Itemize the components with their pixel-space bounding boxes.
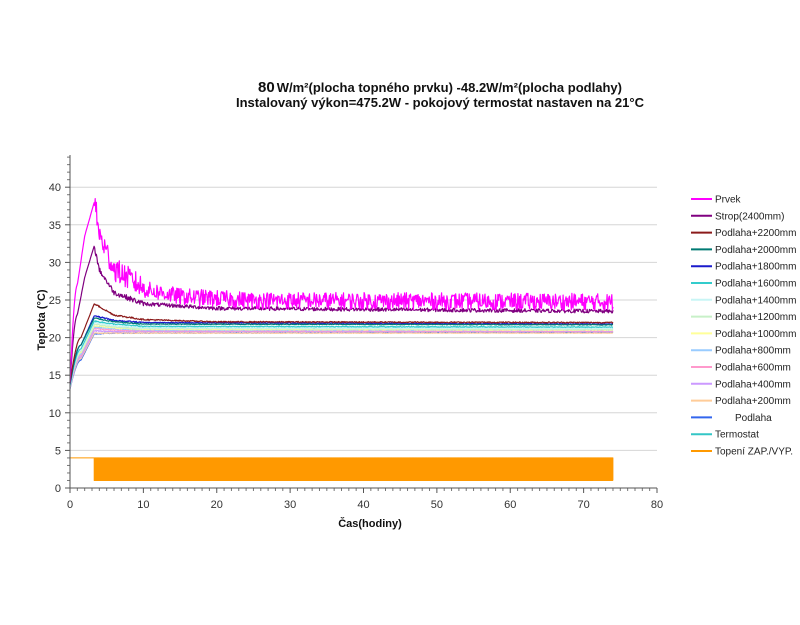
series-line-podlaha-2000mm bbox=[69, 317, 614, 383]
y-tick-label: 20 bbox=[49, 333, 61, 345]
y-axis-title: Teplota (°C) bbox=[36, 289, 48, 350]
y-tick-label: 15 bbox=[49, 370, 61, 382]
x-tick-label: 0 bbox=[67, 499, 73, 511]
series-line-strop-2400mm- bbox=[69, 245, 614, 383]
legend-label: Podlaha bbox=[735, 413, 772, 424]
chart-title-line2: Instalovaný výkon=475.2W - pokojový term… bbox=[236, 95, 645, 110]
gridlines bbox=[70, 186, 657, 451]
series-line-topen-zap-vyp- bbox=[70, 457, 614, 481]
legend-label: Podlaha+800mm bbox=[715, 346, 791, 357]
series-group bbox=[69, 198, 614, 481]
legend-label: Termostat bbox=[715, 430, 759, 441]
series-line-podlaha-1600mm bbox=[69, 320, 614, 386]
legend-label: Podlaha+2000mm bbox=[715, 245, 796, 256]
y-tick-label: 35 bbox=[49, 220, 61, 232]
legend-label: Podlaha+600mm bbox=[715, 363, 791, 374]
legend-label: Prvek bbox=[715, 195, 742, 206]
series-line-podlaha-200mm bbox=[69, 332, 614, 389]
x-tick-label: 60 bbox=[504, 499, 516, 511]
y-tick-label: 5 bbox=[55, 445, 61, 457]
series-line-podlaha-600mm bbox=[69, 327, 614, 388]
x-tick-label: 80 bbox=[651, 499, 663, 511]
x-tick-label: 10 bbox=[137, 499, 149, 511]
x-tick-label: 30 bbox=[284, 499, 296, 511]
y-tick-label: 30 bbox=[49, 257, 61, 269]
y-tick-label: 10 bbox=[49, 408, 61, 420]
series-line-podlaha-400mm bbox=[69, 329, 614, 389]
series-line-termostat bbox=[69, 326, 614, 387]
title-power-value: 80 bbox=[258, 79, 275, 96]
x-tick-label: 40 bbox=[357, 499, 369, 511]
legend-label: Podlaha+1600mm bbox=[715, 279, 796, 290]
legend-label: Podlaha+1000mm bbox=[715, 329, 796, 340]
y-tick-label: 0 bbox=[55, 483, 61, 495]
legend: Prvek Strop(2400mm) Podlaha+2200mm Podlaha+… bbox=[691, 195, 796, 458]
x-tick-label: 20 bbox=[211, 499, 223, 511]
legend-label: Podlaha+2200mm bbox=[715, 228, 796, 239]
x-tick-label: 70 bbox=[578, 499, 590, 511]
legend-label: Topení ZAP./VYP. bbox=[715, 447, 793, 458]
y-tick-label: 40 bbox=[49, 182, 61, 194]
legend-label: Podlaha+200mm bbox=[715, 396, 791, 407]
x-tick-label: 50 bbox=[431, 499, 443, 511]
series-line-podlaha-800mm bbox=[69, 326, 614, 388]
series-line-podlaha-2200mm bbox=[69, 303, 614, 383]
series-line-podlaha-1800mm bbox=[69, 315, 614, 385]
chart-title-line1: 80 W/m²(plocha topného prvku) -48.2W/m²(p… bbox=[258, 79, 622, 96]
legend-label: Podlaha+1800mm bbox=[715, 262, 796, 273]
legend-label: Strop(2400mm) bbox=[715, 211, 784, 222]
legend-label: Podlaha+1400mm bbox=[715, 295, 796, 306]
legend-label: Podlaha+1200mm bbox=[715, 312, 796, 323]
series-line-prvek bbox=[69, 198, 614, 383]
title-line1-rest: W/m²(plocha topného prvku) -48.2W/m²(plo… bbox=[277, 80, 622, 95]
series-line-podlaha-1000mm bbox=[69, 325, 614, 387]
axes: 0 5 10 15 20 25 30 35 40 0 10 20 30 40 50 60 70 80 bbox=[49, 155, 663, 511]
x-axis-title: Čas(hodiny) bbox=[338, 517, 402, 530]
legend-label: Podlaha+400mm bbox=[715, 379, 791, 390]
series-line-podlaha-1400mm bbox=[69, 321, 614, 386]
series-line-podlaha bbox=[69, 331, 614, 389]
y-tick-label: 25 bbox=[49, 295, 61, 307]
